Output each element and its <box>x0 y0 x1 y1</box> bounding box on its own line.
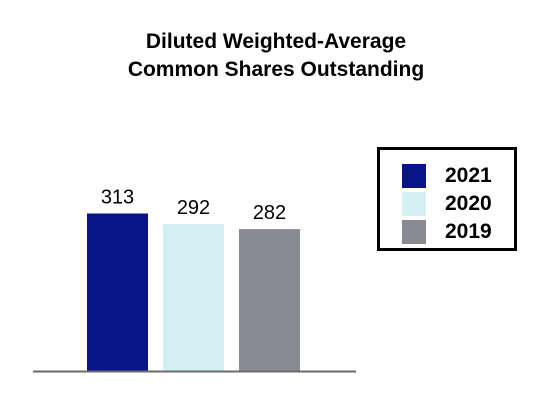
bar-2019 <box>239 229 300 371</box>
chart-title-line-1: Diluted Weighted-Average <box>145 30 407 53</box>
legend-label-2020: 2020 <box>445 192 492 215</box>
legend-swatch-2021 <box>402 164 426 188</box>
chart-title: Diluted Weighted-Average Common Shares O… <box>0 28 550 84</box>
data-label-2019: 282 <box>253 202 286 224</box>
data-label-2020: 292 <box>177 197 210 219</box>
bar-2020 <box>163 224 224 371</box>
legend: 2021 2020 2019 <box>377 147 517 251</box>
legend-swatch-2020 <box>402 192 426 216</box>
legend-item-2020: 2020 <box>402 191 512 216</box>
legend-item-2019: 2019 <box>402 219 512 244</box>
bar-2021 <box>87 213 148 371</box>
data-label-2021: 313 <box>101 187 134 209</box>
chart-title-line-2: Common Shares Outstanding <box>127 58 425 81</box>
legend-label-2019: 2019 <box>445 220 492 243</box>
legend-item-2021: 2021 <box>402 163 512 188</box>
legend-swatch-2019 <box>402 220 426 244</box>
legend-label-2021: 2021 <box>445 164 492 187</box>
